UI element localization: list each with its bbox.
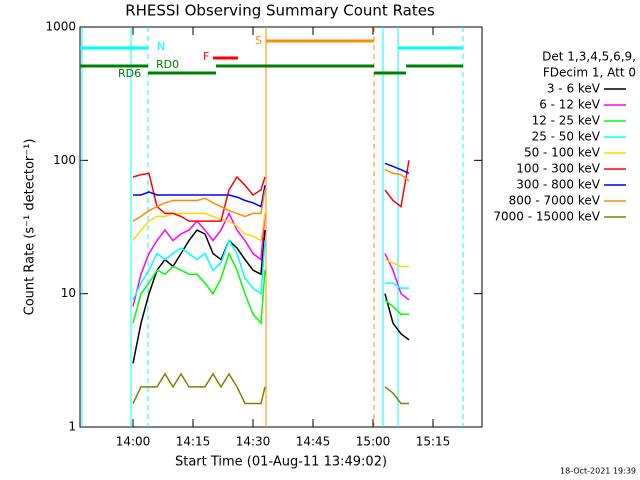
y-tick-label: 1000	[45, 20, 76, 34]
flag-label: RD6	[118, 67, 141, 80]
legend-label: 100 - 300 keV	[516, 162, 600, 176]
series-line	[132, 212, 409, 268]
legend-label: 6 - 12 keV	[539, 98, 601, 112]
flag-label: N	[157, 40, 165, 53]
series-line	[132, 160, 410, 222]
series-line	[132, 372, 409, 405]
series-line	[132, 251, 409, 326]
x-tick-label: 14:15	[176, 435, 211, 449]
legend-label: 300 - 800 keV	[516, 178, 600, 192]
legend-header: Det 1,3,4,5,6,9,	[542, 50, 636, 64]
plot-frame	[79, 26, 483, 428]
footer: 18-Oct-2021 19:39	[560, 467, 636, 476]
x-tick-label: 14:45	[296, 435, 331, 449]
flag-label: S	[255, 34, 262, 47]
y-tick-label: 100	[53, 153, 76, 167]
legend-label: 800 - 7000 keV	[509, 194, 601, 208]
x-tick-label: 14:30	[236, 435, 271, 449]
legend-header: FDecim 1, Att 0	[543, 66, 636, 80]
y-tick-label: 10	[61, 286, 76, 300]
series-line	[132, 229, 410, 364]
legend-label: 25 - 50 keV	[532, 130, 601, 144]
series-line	[133, 162, 410, 208]
series-line	[132, 169, 410, 222]
flag-label: RD0	[156, 58, 179, 71]
legend-label: 7000 - 15000 keV	[493, 210, 600, 224]
x-tick-label: 15:15	[416, 435, 451, 449]
x-tick-label: 15:00	[356, 435, 391, 449]
y-axis-label: Count Rate (s⁻¹ detector⁻¹)	[23, 139, 38, 316]
flag-label: F	[203, 50, 209, 63]
chart-title: RHESSI Observing Summary Count Rates	[125, 2, 435, 20]
legend-label: 50 - 100 keV	[524, 146, 601, 160]
x-tick-label: 14:00	[116, 435, 151, 449]
series-line	[132, 238, 409, 301]
x-axis-label: Start Time (01-Aug-11 13:49:02)	[175, 455, 387, 470]
y-tick-label: 1	[68, 420, 76, 434]
legend-label: 3 - 6 keV	[547, 82, 601, 96]
legend-label: 12 - 25 keV	[532, 114, 601, 128]
